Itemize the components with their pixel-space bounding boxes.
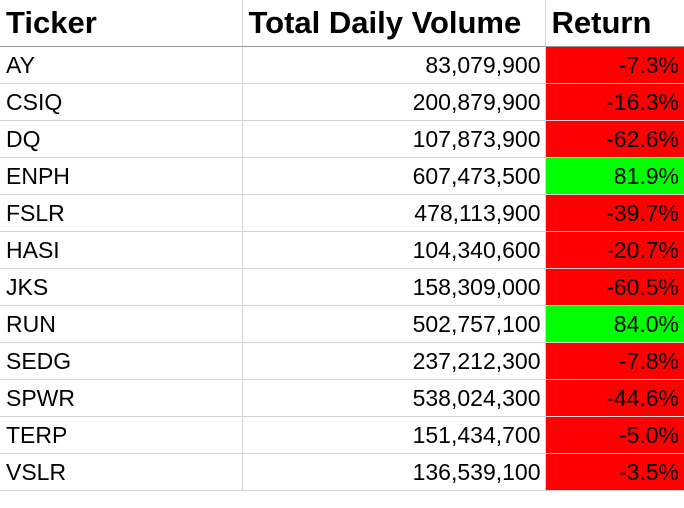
table-row: FSLR 478,113,900 -39.7% bbox=[0, 194, 684, 232]
return-cell[interactable]: -44.6% bbox=[544, 379, 684, 417]
table-row: RUN 502,757,100 84.0% bbox=[0, 305, 684, 343]
volume-cell[interactable]: 237,212,300 bbox=[241, 342, 546, 380]
return-cell[interactable]: -5.0% bbox=[544, 416, 684, 454]
volume-cell[interactable]: 83,079,900 bbox=[241, 46, 546, 84]
volume-cell[interactable]: 200,879,900 bbox=[241, 83, 546, 121]
return-cell[interactable]: 84.0% bbox=[544, 305, 684, 343]
table-row: DQ 107,873,900 -62.6% bbox=[0, 120, 684, 158]
header-row: Ticker Total Daily Volume Return bbox=[0, 0, 684, 47]
ticker-cell[interactable]: RUN bbox=[0, 305, 243, 343]
ticker-cell[interactable]: DQ bbox=[0, 120, 243, 158]
ticker-cell[interactable]: HASI bbox=[0, 231, 243, 269]
return-cell[interactable]: -7.8% bbox=[544, 342, 684, 380]
volume-cell[interactable]: 502,757,100 bbox=[241, 305, 546, 343]
table-row: ENPH 607,473,500 81.9% bbox=[0, 157, 684, 195]
return-cell[interactable]: 81.9% bbox=[544, 157, 684, 195]
ticker-cell[interactable]: SEDG bbox=[0, 342, 243, 380]
volume-cell[interactable]: 136,539,100 bbox=[241, 453, 546, 491]
ticker-cell[interactable]: TERP bbox=[0, 416, 243, 454]
table-row: JKS 158,309,000 -60.5% bbox=[0, 268, 684, 306]
return-cell[interactable]: -20.7% bbox=[544, 231, 684, 269]
volume-cell[interactable]: 151,434,700 bbox=[241, 416, 546, 454]
ticker-cell[interactable]: FSLR bbox=[0, 194, 243, 232]
return-cell[interactable]: -39.7% bbox=[544, 194, 684, 232]
ticker-cell[interactable]: ENPH bbox=[0, 157, 243, 195]
header-cell-return[interactable]: Return bbox=[544, 0, 684, 47]
return-cell[interactable]: -16.3% bbox=[544, 83, 684, 121]
volume-cell[interactable]: 478,113,900 bbox=[241, 194, 546, 232]
ticker-cell[interactable]: SPWR bbox=[0, 379, 243, 417]
return-cell[interactable]: -60.5% bbox=[544, 268, 684, 306]
volume-cell[interactable]: 158,309,000 bbox=[241, 268, 546, 306]
return-cell[interactable]: -7.3% bbox=[544, 46, 684, 84]
table-row: HASI 104,340,600 -20.7% bbox=[0, 231, 684, 269]
table-row: CSIQ 200,879,900 -16.3% bbox=[0, 83, 684, 121]
table-row: TERP 151,434,700 -5.0% bbox=[0, 416, 684, 454]
table-row: VSLR 136,539,100 -3.5% bbox=[0, 453, 684, 491]
volume-cell[interactable]: 104,340,600 bbox=[241, 231, 546, 269]
ticker-cell[interactable]: JKS bbox=[0, 268, 243, 306]
ticker-cell[interactable]: VSLR bbox=[0, 453, 243, 491]
volume-cell[interactable]: 538,024,300 bbox=[241, 379, 546, 417]
ticker-cell[interactable]: CSIQ bbox=[0, 83, 243, 121]
header-cell-ticker[interactable]: Ticker bbox=[0, 0, 243, 47]
header-cell-volume[interactable]: Total Daily Volume bbox=[241, 0, 546, 47]
ticker-cell[interactable]: AY bbox=[0, 46, 243, 84]
volume-cell[interactable]: 107,873,900 bbox=[241, 120, 546, 158]
volume-cell[interactable]: 607,473,500 bbox=[241, 157, 546, 195]
stock-summary-table: Ticker Total Daily Volume Return AY 83,0… bbox=[0, 0, 684, 491]
table-row: AY 83,079,900 -7.3% bbox=[0, 46, 684, 84]
return-cell[interactable]: -3.5% bbox=[544, 453, 684, 491]
return-cell[interactable]: -62.6% bbox=[544, 120, 684, 158]
table-row: SPWR 538,024,300 -44.6% bbox=[0, 379, 684, 417]
table-row: SEDG 237,212,300 -7.8% bbox=[0, 342, 684, 380]
